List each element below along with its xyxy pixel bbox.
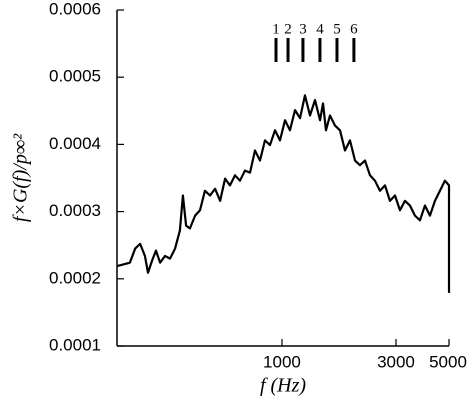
y-axis-title: f×G(f)/p∞² bbox=[10, 133, 32, 222]
y-tick-label: 0.0002 bbox=[49, 268, 101, 287]
y-tick-label: 0.0003 bbox=[49, 201, 101, 220]
y-tick-label: 0.0004 bbox=[49, 134, 101, 153]
x-axis-title: f (Hz) bbox=[260, 375, 306, 397]
y-tick-label: 0.0006 bbox=[49, 0, 101, 18]
marker-label: 2 bbox=[284, 21, 292, 37]
data-line bbox=[116, 94, 451, 293]
x-tick-label: 5000 bbox=[429, 352, 467, 371]
y-tick-label: 0.0001 bbox=[49, 335, 101, 354]
x-tick-label: 1000 bbox=[263, 352, 301, 371]
y-tick-label: 0.0005 bbox=[49, 67, 101, 86]
marker-label: 6 bbox=[350, 21, 358, 37]
marker-label: 5 bbox=[333, 21, 341, 37]
marker-label: 3 bbox=[299, 21, 307, 37]
marker-label: 4 bbox=[316, 21, 324, 37]
marker-label: 1 bbox=[272, 21, 280, 37]
x-tick-label: 3000 bbox=[377, 352, 415, 371]
